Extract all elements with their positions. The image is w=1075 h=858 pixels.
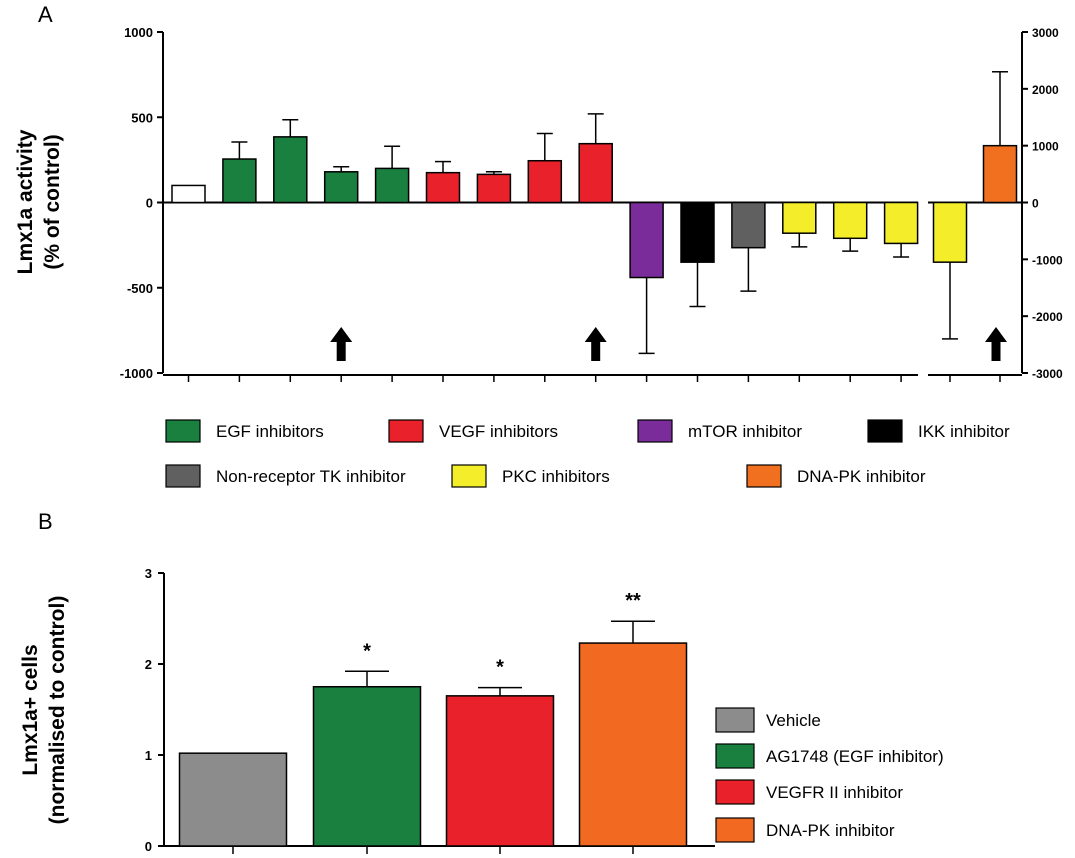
panel-a-ylabel-line2: (% of control) — [41, 134, 64, 269]
right-tick-label: -2000 — [1032, 310, 1063, 324]
bar-vegf — [476, 173, 512, 204]
significance-marker: ** — [625, 590, 641, 612]
chart-a: 1000 500 0 -500 -1000 3000 2000 1000 0 -1000 -2000… — [120, 25, 1063, 382]
b-tick-label: 2 — [145, 657, 152, 672]
panel-a-ylabel-line1: Lmx1a activity — [14, 129, 37, 274]
legend-swatch — [388, 419, 424, 443]
right-tick-label: 0 — [1032, 197, 1039, 211]
bar-control — [171, 184, 206, 204]
legend-swatch — [165, 419, 201, 443]
panel-b-ylabel: Lmx1a+ cells (normalised to control) — [19, 596, 69, 825]
bar-vegf — [425, 171, 461, 204]
bar-non-receptor-tk — [731, 201, 766, 249]
significance-marker: * — [363, 640, 371, 662]
bar-pkc — [782, 201, 817, 234]
significance-marker: * — [496, 657, 504, 679]
legend-swatch — [451, 464, 487, 488]
b-tick-label: 0 — [145, 839, 152, 854]
right-tick-label: -3000 — [1032, 367, 1063, 381]
b-tick-label: 3 — [145, 566, 152, 581]
legend-a: EGF inhibitors VEGF inhibitors mTOR inhibi… — [165, 419, 1010, 488]
b-legend-label: VEGFR II inhibitor — [766, 783, 903, 802]
bar-egf — [374, 167, 410, 204]
legend-swatch — [165, 464, 201, 488]
panel-b-ylabel-line2: (normalised to control) — [46, 596, 69, 825]
bar-pkc — [932, 201, 968, 263]
bar-pkc — [883, 201, 919, 245]
left-tick-label: 500 — [131, 110, 153, 125]
bar-vegf — [527, 159, 563, 204]
legend-swatch — [637, 419, 673, 443]
right-tick-label: -1000 — [1032, 253, 1063, 267]
legend-label: PKC inhibitors — [502, 467, 610, 486]
bar-mtor — [629, 201, 664, 279]
right-tick-label: 3000 — [1032, 26, 1059, 40]
b-legend-swatch — [715, 707, 755, 733]
legend-label: VEGF inhibitors — [439, 422, 558, 441]
right-tick-label: 1000 — [1032, 140, 1059, 154]
legend-swatch — [867, 419, 903, 443]
bar-egf — [222, 158, 257, 204]
left-tick-label: 1000 — [124, 25, 153, 40]
b-legend-swatch — [715, 779, 755, 805]
panel-b-ylabel-line1: Lmx1a+ cells — [19, 644, 42, 775]
panel-a-letter: A — [38, 2, 53, 27]
left-tick-label: -500 — [127, 281, 153, 296]
b-legend-label: AG1748 (EGF inhibitor) — [766, 747, 944, 766]
legend-b: Vehicle AG1748 (EGF inhibitor) VEGFR II in… — [715, 707, 944, 843]
left-tick-label: -1000 — [120, 366, 153, 381]
bar-ikk — [680, 201, 715, 263]
legend-label: Non-receptor TK inhibitor — [216, 467, 406, 486]
b-bar — [178, 752, 288, 847]
panel-b-letter: B — [38, 509, 53, 534]
b-legend-label: DNA-PK inhibitor — [766, 821, 895, 840]
b-tick-label: 1 — [145, 748, 152, 763]
bar-dna-pk — [982, 144, 1018, 204]
legend-label: mTOR inhibitor — [688, 422, 802, 441]
legend-label: EGF inhibitors — [216, 422, 324, 441]
left-tick-label: 0 — [146, 196, 153, 211]
bar-egf — [323, 171, 359, 204]
right-tick-label: 2000 — [1032, 83, 1059, 97]
panel-a-ylabel: Lmx1a activity (% of control) — [14, 129, 64, 274]
legend-swatch — [746, 464, 782, 488]
b-bar — [312, 686, 422, 847]
b-bar — [445, 695, 555, 847]
legend-label: IKK inhibitor — [918, 422, 1010, 441]
bar-pkc — [832, 201, 868, 240]
legend-label: DNA-PK inhibitor — [797, 467, 926, 486]
b-legend-swatch — [715, 743, 755, 769]
arrow-icon — [584, 327, 607, 361]
b-bar — [578, 642, 688, 847]
b-legend-swatch — [715, 817, 755, 843]
arrow-icon — [985, 327, 1007, 361]
arrow-icon — [330, 327, 353, 361]
bar-vegf — [578, 142, 613, 204]
b-legend-label: Vehicle — [766, 711, 821, 730]
bar-egf — [273, 136, 308, 204]
